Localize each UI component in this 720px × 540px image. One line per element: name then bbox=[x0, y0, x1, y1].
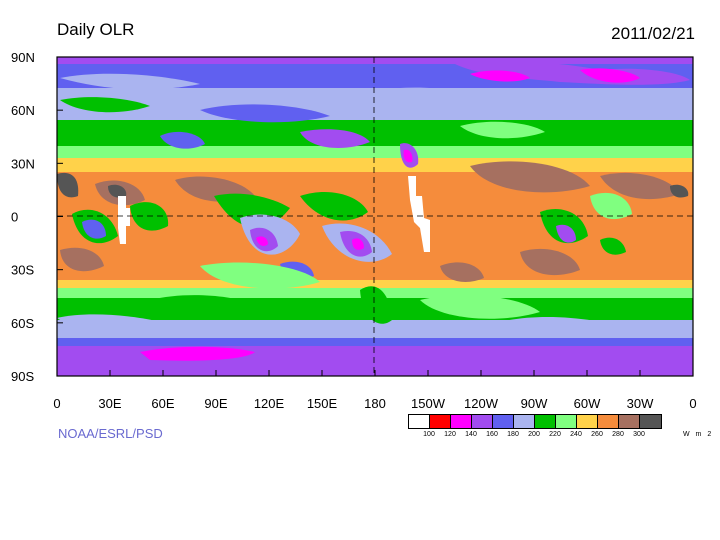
legend-swatch bbox=[430, 415, 451, 428]
legend-swatch bbox=[556, 415, 577, 428]
legend-label: 100 bbox=[423, 431, 435, 438]
lat-label: 90N bbox=[11, 50, 35, 65]
lon-label: 150W bbox=[411, 396, 446, 411]
lon-label: 0 bbox=[689, 396, 696, 411]
legend-label: 280 bbox=[612, 431, 624, 438]
legend-swatch bbox=[514, 415, 535, 428]
lat-label: 30N bbox=[11, 156, 35, 171]
legend-label: 300 bbox=[633, 431, 645, 438]
lon-label: 120E bbox=[254, 396, 285, 411]
legend-swatches bbox=[408, 414, 662, 429]
legend-label: 200 bbox=[528, 431, 540, 438]
legend-swatch bbox=[598, 415, 619, 428]
lon-axis: 0 30E 60E 90E 120E 150E 180 150W 120W 90W 60W 30W 0 bbox=[53, 370, 697, 411]
lon-label: 150E bbox=[307, 396, 338, 411]
legend-swatch bbox=[451, 415, 472, 428]
legend-swatch bbox=[472, 415, 493, 428]
legend-label: 240 bbox=[570, 431, 582, 438]
legend-label: 260 bbox=[591, 431, 603, 438]
legend-swatch bbox=[640, 415, 661, 428]
legend-label: 180 bbox=[507, 431, 519, 438]
legend-swatch bbox=[493, 415, 514, 428]
credit-label: NOAA/ESRL/PSD bbox=[58, 426, 163, 441]
legend-labels: 100 120 140 160 180 200 220 240 260 280 300 bbox=[408, 431, 662, 443]
lon-label: 120W bbox=[464, 396, 499, 411]
map-field bbox=[57, 57, 693, 376]
legend-swatch bbox=[619, 415, 640, 428]
lon-label: 90E bbox=[204, 396, 227, 411]
legend-label: 120 bbox=[444, 431, 456, 438]
lat-label: 60N bbox=[11, 103, 35, 118]
lon-label: 30W bbox=[627, 396, 654, 411]
lon-label: 180 bbox=[364, 396, 386, 411]
legend-label: 160 bbox=[486, 431, 498, 438]
lat-label: 0 bbox=[11, 210, 18, 225]
color-legend: 100 120 140 160 180 200 220 240 260 280 300 bbox=[408, 414, 662, 443]
legend-swatch bbox=[409, 415, 430, 428]
legend-label: 140 bbox=[465, 431, 477, 438]
lon-label: 60W bbox=[574, 396, 601, 411]
lon-label: 60E bbox=[151, 396, 174, 411]
lon-label: 30E bbox=[98, 396, 121, 411]
legend-swatch bbox=[577, 415, 598, 428]
lon-label: 90W bbox=[521, 396, 548, 411]
map-date: 2011/02/21 bbox=[611, 24, 695, 43]
lat-label: 90S bbox=[11, 369, 34, 384]
lat-axis: 90N 60N 30N 0 30S 60S 90S bbox=[11, 50, 63, 384]
legend-swatch bbox=[535, 415, 556, 428]
legend-units: W m 2 bbox=[683, 431, 714, 438]
legend-label: 220 bbox=[549, 431, 561, 438]
lat-label: 30S bbox=[11, 263, 34, 278]
lat-label: 60S bbox=[11, 316, 34, 331]
map-title: Daily OLR bbox=[57, 20, 135, 39]
lon-label: 0 bbox=[53, 396, 60, 411]
